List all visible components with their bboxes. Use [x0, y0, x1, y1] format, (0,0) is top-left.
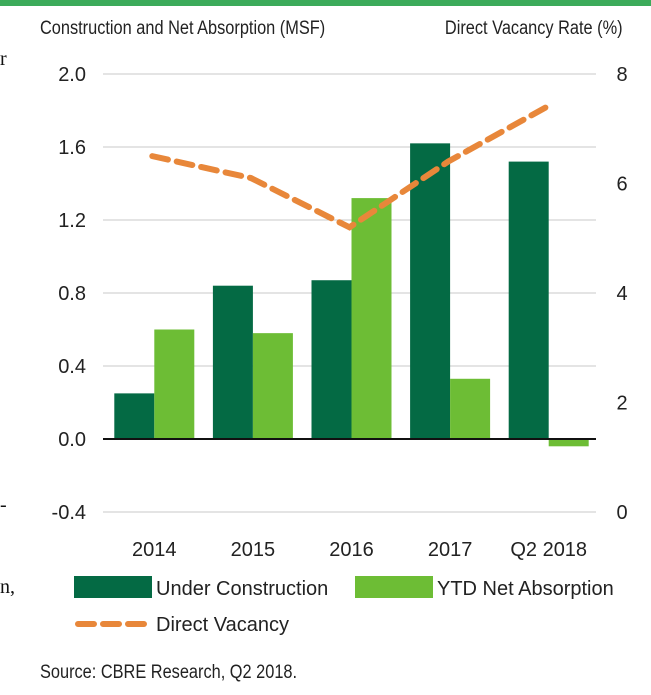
legend-swatch [355, 576, 433, 598]
bar-under-construction [508, 161, 549, 439]
edge-fragment-1: r [0, 48, 7, 70]
bar-ytd-net-absorption [548, 439, 589, 447]
left-tick-label: 0.0 [58, 429, 86, 451]
legend-label: Under Construction [156, 578, 328, 600]
category-label: Q2 2018 [510, 539, 587, 561]
top-header-strip [0, 0, 651, 6]
edge-fragment-3: n, [0, 576, 15, 598]
category-label: 2016 [329, 539, 374, 561]
right-axis-title: Direct Vacancy Rate (%) [445, 18, 623, 39]
bar-ytd-net-absorption [252, 333, 293, 439]
bar-under-construction [114, 393, 155, 439]
legend-label: YTD Net Absorption [437, 578, 614, 600]
right-tick-label: 2 [616, 393, 627, 415]
right-tick-label: 6 [616, 174, 627, 196]
right-tick-label: 8 [616, 64, 627, 86]
left-axis-title: Construction and Net Absorption (MSF) [40, 18, 326, 39]
source-note: Source: CBRE Research, Q2 2018. [40, 662, 298, 683]
category-label: 2015 [231, 539, 276, 561]
left-tick-label: 1.6 [58, 137, 86, 159]
category-label: 2014 [132, 539, 177, 561]
bar-ytd-net-absorption [154, 329, 195, 439]
right-tick-label: 4 [616, 283, 627, 305]
bar-ytd-net-absorption [450, 378, 491, 439]
bar-under-construction [311, 280, 352, 439]
left-tick-label: -0.4 [52, 502, 86, 524]
bar-ytd-net-absorption [351, 198, 392, 439]
left-tick-label: 1.2 [58, 210, 86, 232]
legend-swatch [74, 576, 152, 598]
legend-label: Direct Vacancy [156, 614, 289, 636]
category-label: 2017 [428, 539, 473, 561]
right-tick-label: 0 [616, 502, 627, 524]
bar-under-construction [212, 285, 253, 439]
left-tick-label: 0.4 [58, 356, 86, 378]
bar-under-construction [410, 143, 451, 439]
left-tick-label: 0.8 [58, 283, 86, 305]
vacancy-line [149, 103, 550, 231]
edge-fragment-2: - [0, 494, 7, 516]
left-tick-label: 2.0 [58, 64, 86, 86]
